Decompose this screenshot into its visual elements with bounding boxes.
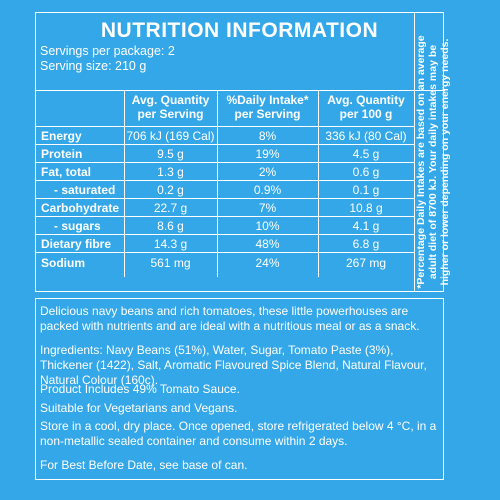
header-top-rule bbox=[36, 90, 445, 91]
cell-fat-total-per-serving: 1.3 g bbox=[157, 165, 184, 179]
cell-saturated-per-serving: 0.2 g bbox=[157, 183, 184, 197]
column-header-per-100g: Avg. Quantity per 100 g bbox=[327, 93, 405, 121]
row-divider bbox=[36, 180, 414, 181]
row-divider bbox=[36, 216, 414, 217]
row-label-carbohydrate: Carbohydrate bbox=[41, 201, 120, 215]
cell-energy-per-100g: 336 kJ (80 Cal) bbox=[325, 129, 407, 143]
cell-dietary-fibre-per-serving: 14.3 g bbox=[153, 237, 188, 251]
row-label-energy: Energy bbox=[41, 129, 82, 143]
column-divider bbox=[318, 90, 319, 277]
cell-energy-daily-intake: 8% bbox=[258, 129, 277, 143]
cell-sugars-per-100g: 4.1 g bbox=[352, 219, 380, 233]
column-divider bbox=[124, 90, 125, 277]
cell-energy-per-serving: 706 kJ (169 Cal) bbox=[126, 129, 215, 143]
product-intro: Delicious navy beans and rich tomatoes, … bbox=[40, 304, 420, 333]
dietary-suitability: Suitable for Vegetarians and Vegans. bbox=[40, 401, 238, 415]
cell-saturated-per-100g: 0.1 g bbox=[352, 183, 380, 197]
row-label-protein: Protein bbox=[41, 147, 83, 161]
header-bottom-rule bbox=[36, 126, 414, 127]
cell-dietary-fibre-per-100g: 6.8 g bbox=[352, 237, 380, 251]
ingredients-list: Ingredients: Navy Beans (51%), Water, Su… bbox=[40, 343, 427, 387]
nutrition-information-panel: NUTRITION INFORMATION Servings per packa… bbox=[35, 12, 451, 292]
cell-carbohydrate-per-serving: 22.7 g bbox=[153, 201, 188, 215]
row-divider bbox=[36, 198, 414, 199]
row-divider bbox=[36, 252, 414, 253]
row-label-dietary-fibre: Dietary fibre bbox=[41, 237, 112, 251]
cell-carbohydrate-daily-intake: 7% bbox=[258, 201, 277, 215]
cell-sugars-daily-intake: 10% bbox=[255, 219, 280, 233]
side-note-divider bbox=[414, 13, 415, 291]
best-before-note: For Best Before Date, see base of can. bbox=[40, 458, 248, 472]
row-label-sodium: Sodium bbox=[41, 256, 85, 270]
column-header-daily-intake: %Daily Intake* per Serving bbox=[226, 93, 309, 121]
product-includes: Product Includes 49% Tomato Sauce. bbox=[40, 382, 240, 396]
cell-sugars-per-serving: 8.6 g bbox=[157, 219, 184, 233]
row-divider bbox=[36, 234, 414, 235]
cell-protein-daily-intake: 19% bbox=[255, 147, 280, 161]
cell-sodium-daily-intake: 24% bbox=[255, 256, 280, 270]
cell-protein-per-serving: 9.5 g bbox=[157, 147, 184, 161]
row-label-sugars: - sugars bbox=[54, 219, 101, 233]
cell-fat-total-per-100g: 0.6 g bbox=[352, 165, 380, 179]
product-description-panel: Delicious navy beans and rich tomatoes, … bbox=[35, 298, 444, 480]
cell-sodium-per-100g: 267 mg bbox=[345, 256, 387, 270]
cell-carbohydrate-per-100g: 10.8 g bbox=[349, 201, 383, 215]
servings-per-package: Servings per package: 2 bbox=[40, 44, 175, 58]
serving-size: Serving size: 210 g bbox=[40, 59, 147, 73]
nutrition-title: NUTRITION INFORMATION bbox=[100, 19, 379, 42]
cell-saturated-daily-intake: 0.9% bbox=[253, 183, 282, 197]
cell-protein-per-100g: 4.5 g bbox=[352, 147, 380, 161]
cell-sodium-per-serving: 561 mg bbox=[150, 256, 191, 270]
row-label-saturated: - saturated bbox=[54, 183, 116, 197]
column-divider bbox=[217, 90, 218, 277]
column-header-per-serving: Avg. Quantity per Serving bbox=[131, 93, 210, 121]
storage-instructions: Store in a cool, dry place. Once opened,… bbox=[40, 419, 437, 448]
row-divider bbox=[36, 162, 414, 163]
row-label-fat-total: Fat, total bbox=[41, 165, 91, 179]
cell-fat-total-daily-intake: 2% bbox=[258, 165, 277, 179]
row-divider bbox=[36, 144, 414, 145]
cell-dietary-fibre-daily-intake: 48% bbox=[255, 237, 280, 251]
daily-intake-footnote: *Percentage Daily Intakes are based on a… bbox=[415, 35, 451, 289]
